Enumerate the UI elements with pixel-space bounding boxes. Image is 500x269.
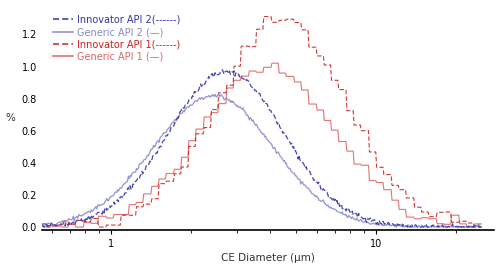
X-axis label: CE Diameter (μm): CE Diameter (μm) — [221, 253, 315, 263]
Y-axis label: %: % — [6, 113, 16, 123]
Legend: Innovator API 2(------), Generic API 2 (—), Innovator API 1(------), Generic API: Innovator API 2(------), Generic API 2 (… — [51, 13, 182, 64]
